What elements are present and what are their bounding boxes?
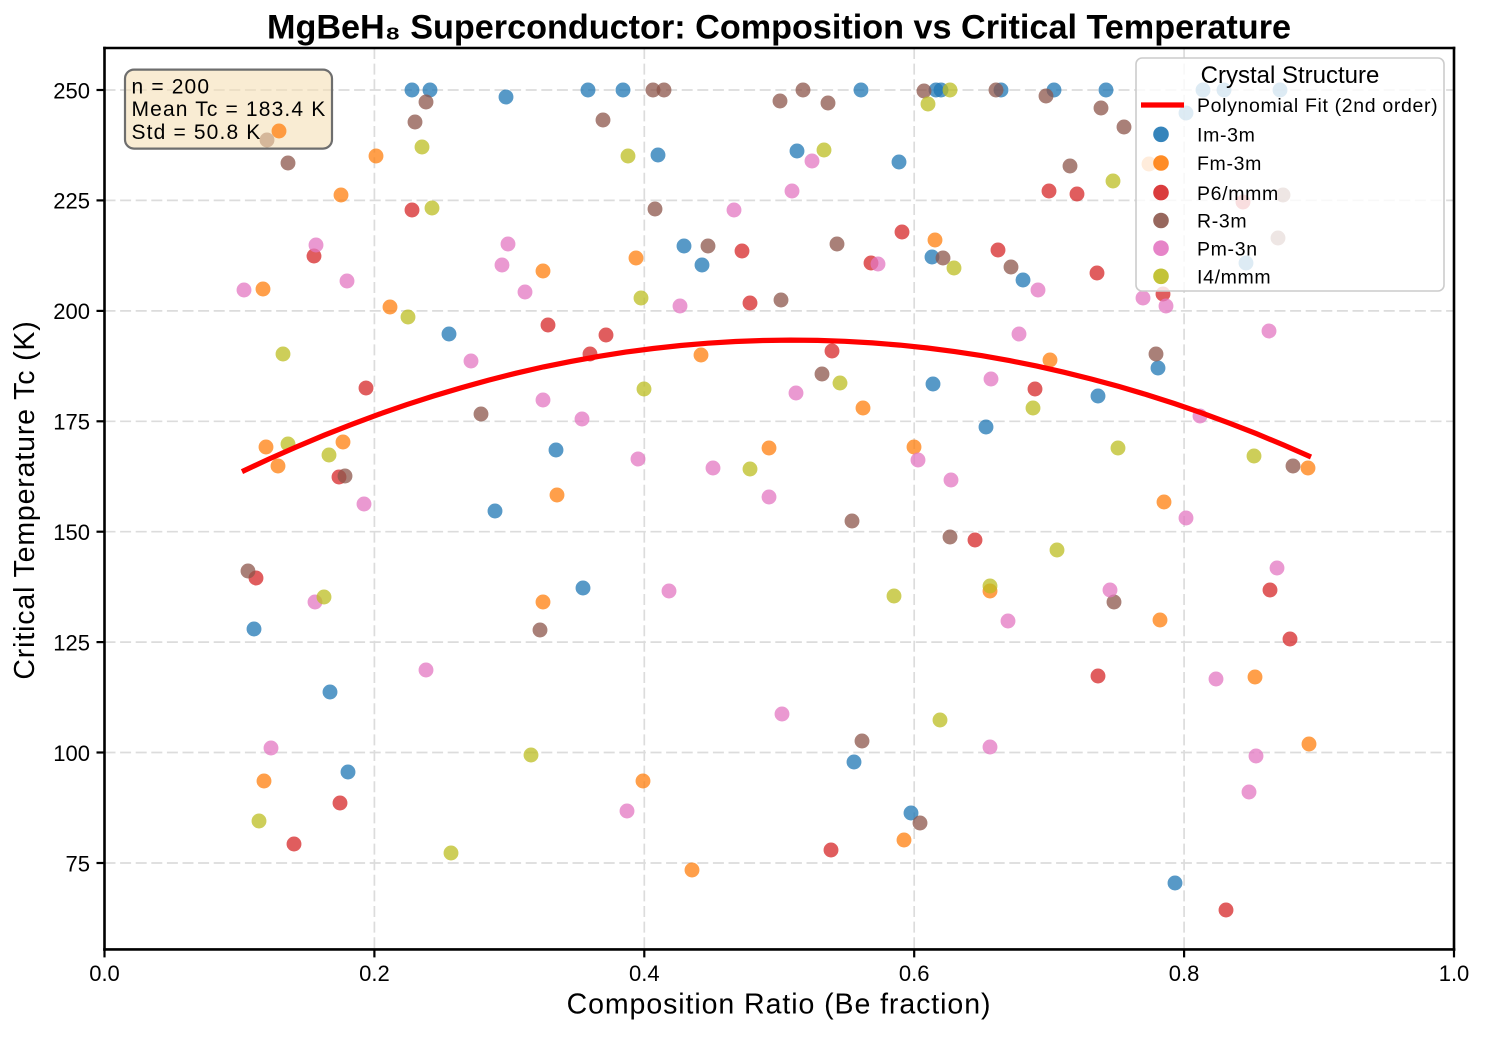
svg-text:Crystal Structure: Crystal Structure [1201, 62, 1380, 89]
svg-text:175: 175 [53, 410, 90, 435]
svg-text:200: 200 [53, 299, 90, 324]
svg-text:125: 125 [53, 630, 90, 655]
svg-text:0.4: 0.4 [629, 961, 660, 986]
svg-text:Composition Ratio (Be fraction: Composition Ratio (Be fraction) [567, 988, 992, 1020]
svg-text:Pm-3n: Pm-3n [1197, 238, 1258, 260]
svg-text:Polynomial Fit (2nd order): Polynomial Fit (2nd order) [1197, 95, 1438, 117]
svg-text:Std = 50.8 K: Std = 50.8 K [132, 121, 262, 144]
svg-text:P6/mmm: P6/mmm [1197, 183, 1279, 205]
svg-text:75: 75 [66, 851, 90, 876]
svg-text:Critical Temperature Tc (K): Critical Temperature Tc (K) [9, 320, 41, 679]
svg-text:0.8: 0.8 [1169, 961, 1200, 986]
svg-text:0.0: 0.0 [89, 961, 120, 986]
svg-text:225: 225 [53, 189, 90, 214]
svg-text:n = 200: n = 200 [132, 75, 211, 98]
svg-text:100: 100 [53, 741, 90, 766]
svg-text:150: 150 [53, 520, 90, 545]
svg-text:Fm-3m: Fm-3m [1197, 153, 1262, 175]
svg-text:250: 250 [53, 78, 90, 103]
svg-text:0.2: 0.2 [359, 961, 390, 986]
svg-text:1.0: 1.0 [1439, 961, 1470, 986]
svg-text:I4/mmm: I4/mmm [1197, 267, 1271, 289]
svg-text:MgBeH₈ Superconductor: Composi: MgBeH₈ Superconductor: Composition vs Cr… [267, 9, 1291, 47]
svg-text:0.6: 0.6 [899, 961, 930, 986]
svg-text:Im-3m: Im-3m [1197, 125, 1256, 147]
svg-text:R-3m: R-3m [1197, 211, 1247, 233]
svg-text:Mean Tc = 183.4 K: Mean Tc = 183.4 K [132, 98, 327, 121]
